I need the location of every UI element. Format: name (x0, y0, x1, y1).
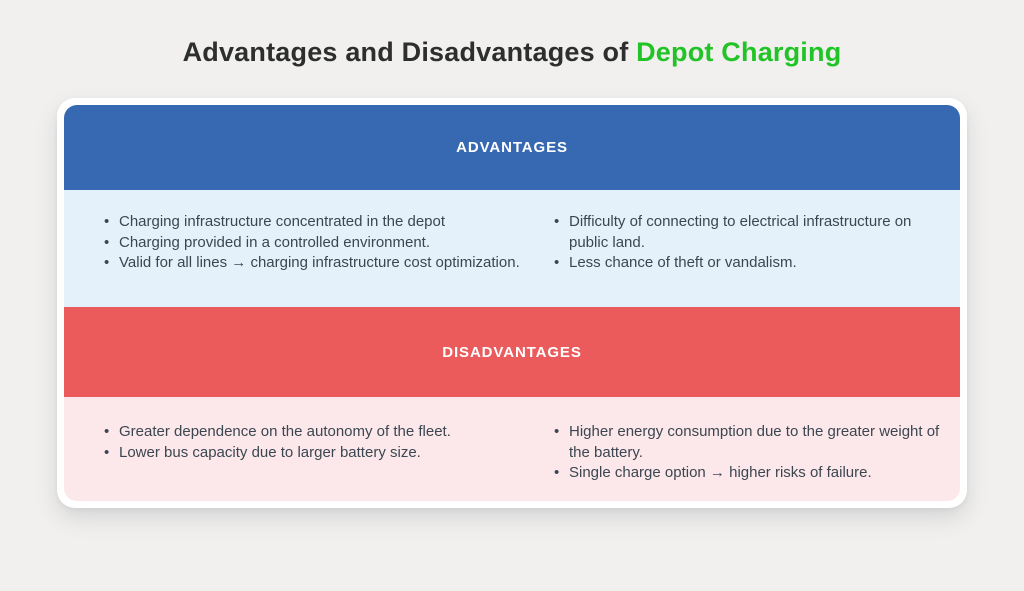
bullet-item: Charging provided in a controlled enviro… (104, 233, 554, 254)
bullet-item: Greater dependence on the autonomy of th… (104, 422, 554, 443)
advantages-header-label: ADVANTAGES (456, 139, 568, 156)
advantages-header: ADVANTAGES (64, 105, 960, 190)
advantages-list-right: Difficulty of connecting to electrical i… (554, 212, 954, 274)
page-title: Advantages and Disadvantages of Depot Ch… (0, 36, 1024, 68)
bullet-item: Difficulty of connecting to electrical i… (554, 212, 954, 253)
disadvantages-list-right: Higher energy consumption due to the gre… (554, 422, 954, 484)
bullet-item: Less chance of theft or vandalism. (554, 253, 954, 274)
advantages-body: Charging infrastructure concentrated in … (64, 190, 960, 307)
bullet-item: Single charge option → higher risks of f… (554, 463, 954, 484)
advantages-list-left: Charging infrastructure concentrated in … (104, 212, 554, 274)
bullet-item: Lower bus capacity due to larger battery… (104, 443, 554, 464)
page-title-prefix: Advantages and Disadvantages of (182, 37, 637, 67)
disadvantages-header: DISADVANTAGES (64, 307, 960, 397)
disadvantages-header-label: DISADVANTAGES (442, 343, 582, 361)
disadvantages-body: Greater dependence on the autonomy of th… (64, 397, 960, 501)
disadvantages-list-left: Greater dependence on the autonomy of th… (104, 422, 554, 463)
bullet-item: Charging infrastructure concentrated in … (104, 212, 554, 233)
page: { "title": { "prefix": "Advantages and D… (0, 36, 1024, 591)
page-title-highlight: Depot Charging (636, 37, 842, 67)
bullet-item: Higher energy consumption due to the gre… (554, 422, 954, 463)
comparison-card-inner: ADVANTAGES Charging infrastructure conce… (64, 105, 960, 501)
bullet-item: Valid for all lines → charging infrastru… (104, 253, 554, 274)
comparison-card: ADVANTAGES Charging infrastructure conce… (57, 98, 967, 508)
